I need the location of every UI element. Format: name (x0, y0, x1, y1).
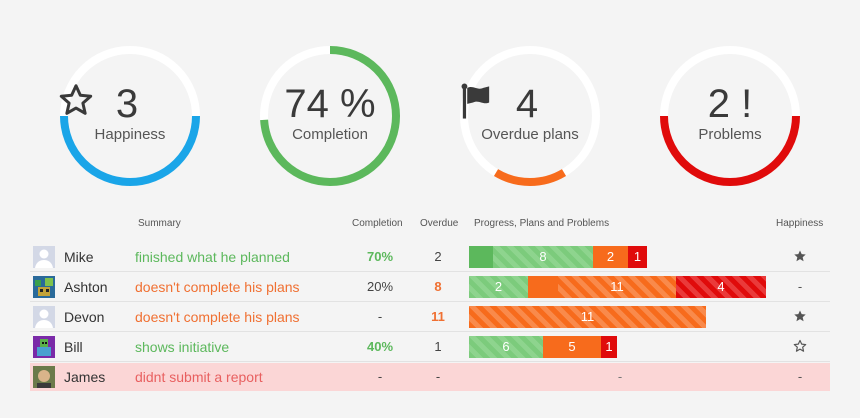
completion-label: Completion (292, 126, 368, 143)
avatar-placeholder-icon (33, 246, 55, 268)
seg-problems: 4 (676, 276, 766, 298)
table-row-bill[interactable]: Bill shows initiative 40% 1 6 5 1 (30, 333, 830, 362)
completion-ring (260, 46, 400, 186)
seg-done: 8 (493, 246, 593, 268)
progress-bar: 6 5 1 (469, 336, 769, 358)
table-row-devon[interactable]: Devon doesn't complete his plans - 11 11 (30, 303, 830, 332)
seg-problems: 1 (628, 246, 647, 268)
header-progress: Progress, Plans and Problems (474, 218, 610, 229)
overdue-label: Overdue plans (481, 126, 579, 143)
seg-done: 2 (469, 276, 528, 298)
happiness-value: 3 (115, 82, 139, 126)
row-name: James (64, 369, 106, 385)
seg-planned: 2 (593, 246, 628, 268)
table-row-james[interactable]: James didnt submit a report - - - - (30, 363, 830, 391)
seg-planned-label: 5 (568, 339, 576, 354)
progress-bar: 11 (469, 306, 769, 328)
row-overdue: 2 (434, 249, 442, 264)
row-name: Devon (64, 309, 105, 325)
avatar-placeholder-icon (33, 306, 55, 328)
seg-done: 6 (469, 336, 543, 358)
table-row-mike[interactable]: Mike finished what he planned 70% 2 8 2 … (30, 243, 830, 272)
star-filled-icon (794, 250, 806, 262)
row-overdue: 8 (434, 279, 442, 294)
kpi-overdue: 4 Overdue plans (458, 44, 602, 188)
seg-problems-label: 1 (633, 249, 642, 264)
seg-done-label: 8 (539, 249, 547, 264)
row-completion: 40% (366, 339, 394, 354)
row-summary: didnt submit a report (135, 369, 263, 385)
row-name: Bill (64, 339, 83, 355)
overdue-value: 4 (515, 82, 539, 126)
overdue-ring-fill (493, 169, 567, 186)
happiness-ring (60, 46, 200, 186)
row-completion: - (377, 309, 383, 324)
row-overdue: 1 (434, 339, 442, 354)
happiness-label: Happiness (94, 126, 166, 143)
completion-ring-fill (260, 46, 400, 186)
happiness-cell (782, 243, 818, 271)
header-completion: Completion (352, 218, 403, 229)
seg-done-label: 2 (494, 279, 503, 294)
seg-planned: 11 (558, 276, 676, 298)
table-row-ashton[interactable]: Ashton doesn't complete his plans 20% 8 … (30, 273, 830, 302)
row-progress-empty: - (617, 369, 623, 384)
kpi-completion: 74 % Completion (258, 44, 402, 188)
seg-planned-label: 11 (610, 279, 624, 294)
header-summary: Summary (138, 218, 181, 229)
seg-done-label: 6 (502, 339, 510, 354)
progress-bar: 2 11 4 (469, 276, 769, 298)
row-summary: doesn't complete his plans (135, 309, 300, 325)
completion-value: 74 % (284, 82, 376, 126)
seg-planned: 11 (469, 306, 706, 328)
row-summary: finished what he planned (135, 249, 290, 265)
seg-problems-label: 4 (717, 279, 725, 294)
row-overdue: 11 (431, 309, 445, 324)
seg-problems: 1 (601, 336, 617, 358)
row-overdue: - (435, 369, 441, 384)
seg-planned-label: 2 (606, 249, 615, 264)
avatar-pixel-icon (33, 276, 55, 298)
seg-orange-solid (528, 276, 558, 298)
kpi-happiness: 3 Happiness (58, 44, 202, 188)
star-outline-icon (793, 339, 807, 352)
happiness-ring-fill (60, 115, 200, 186)
seg-planned: 5 (543, 336, 601, 358)
seg-planned-label: 11 (580, 309, 595, 324)
row-completion: 70% (366, 249, 394, 264)
row-completion: 20% (366, 279, 394, 294)
row-completion: - (377, 369, 383, 384)
progress-bar: 8 2 1 (469, 246, 769, 268)
seg-green-dark (469, 246, 493, 268)
avatar-pixel-icon (33, 336, 55, 358)
happiness-cell: - (797, 279, 803, 294)
happiness-cell (782, 333, 818, 361)
header-overdue: Overdue (420, 218, 459, 229)
avatar-photo-icon (33, 366, 55, 388)
star-filled-icon (794, 310, 806, 322)
header-happiness: Happiness (776, 218, 824, 229)
problems-ring-fill (660, 115, 800, 186)
row-summary: shows initiative (135, 339, 230, 355)
kpi-problems: 2 ! Problems (658, 44, 802, 188)
problems-value: 2 ! (707, 82, 753, 126)
happiness-cell (782, 303, 818, 331)
row-name: Ashton (64, 279, 108, 295)
problems-label: Problems (698, 126, 762, 143)
problems-ring (660, 46, 800, 186)
seg-problems-label: 1 (605, 339, 613, 354)
row-summary: doesn't complete his plans (135, 279, 300, 295)
row-name: Mike (64, 249, 94, 265)
happiness-cell: - (797, 369, 803, 384)
